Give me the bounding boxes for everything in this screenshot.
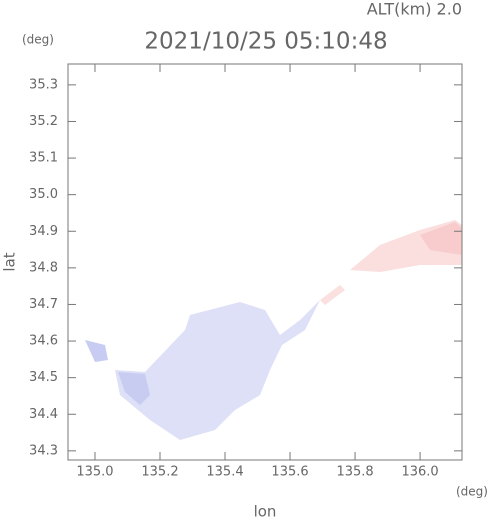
- y-tick-label: 35.3: [29, 77, 58, 92]
- y-tick-label: 35.2: [29, 114, 58, 129]
- y-tick-label: 34.8: [29, 260, 58, 275]
- plot-frame: [67, 63, 463, 461]
- chart-title: 2021/10/25 05:10:48: [144, 29, 387, 55]
- y-tick-label: 34.6: [29, 334, 58, 349]
- negative-region: [115, 300, 320, 440]
- y-tick-label: 35.1: [29, 151, 58, 166]
- radar-field: [85, 220, 462, 440]
- x-tick-label: 135.0: [76, 465, 113, 480]
- y-tick-label: 34.9: [29, 224, 58, 239]
- y-tick-label: 35.0: [29, 187, 58, 202]
- positive-core: [420, 222, 462, 255]
- annotation: ALT(km) 2.0: [367, 0, 462, 19]
- x-tick-label: 135.6: [271, 465, 308, 480]
- x-tick-label: 135.8: [336, 465, 373, 480]
- y-tick-label: 34.5: [29, 370, 58, 385]
- x-tick-label: 135.4: [206, 465, 243, 480]
- negative-tail: [85, 340, 108, 362]
- negative-core: [118, 372, 150, 405]
- x-unit: (deg): [456, 485, 488, 499]
- y-unit: (deg): [22, 33, 54, 47]
- positive-streak: [320, 285, 345, 305]
- x-axis-label: lon: [254, 503, 277, 521]
- y-tick-label: 34.3: [29, 443, 58, 458]
- y-axis-label: lat: [1, 252, 19, 271]
- y-tick-label: 34.4: [29, 407, 58, 422]
- x-tick-label: 136.0: [401, 465, 438, 480]
- y-tick-label: 34.7: [29, 297, 58, 312]
- x-tick-label: 135.2: [141, 465, 178, 480]
